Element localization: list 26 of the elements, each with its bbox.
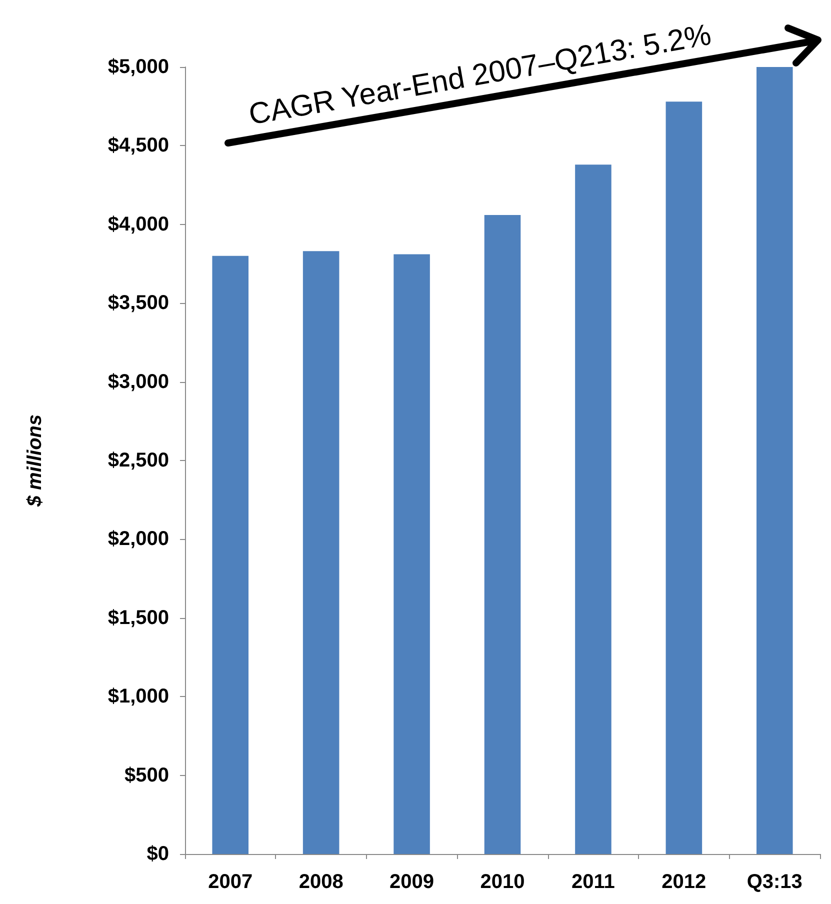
bar bbox=[756, 67, 793, 854]
x-tick-label: Q3:13 bbox=[746, 871, 802, 893]
x-tick-label: 2011 bbox=[572, 871, 615, 893]
x-tick-label: 2012 bbox=[662, 871, 706, 893]
y-tick-label: $3,500 bbox=[108, 292, 169, 314]
y-tick-label: $4,000 bbox=[108, 213, 169, 236]
y-tick-label: $500 bbox=[124, 764, 169, 786]
y-tick-label: $0 bbox=[146, 843, 169, 865]
x-tick-label: 2009 bbox=[390, 871, 434, 893]
bar bbox=[484, 214, 521, 854]
bar bbox=[575, 164, 612, 854]
y-tick-label: $5,000 bbox=[108, 56, 169, 78]
y-tick-label: $1,000 bbox=[108, 686, 169, 708]
y-tick-label: $1,500 bbox=[108, 606, 169, 629]
y-axis-title: $ millions bbox=[24, 414, 46, 508]
y-tick-label: $4,500 bbox=[108, 134, 169, 157]
y-tick-label: $2,500 bbox=[108, 450, 169, 472]
y-tick-label: $2,000 bbox=[108, 528, 169, 550]
bar bbox=[666, 102, 702, 854]
bar bbox=[212, 256, 248, 854]
x-tick-label: 2008 bbox=[298, 871, 344, 893]
bar bbox=[302, 251, 340, 854]
x-tick-label: 2010 bbox=[480, 871, 525, 893]
x-tick-label: 2007 bbox=[208, 871, 253, 893]
y-tick-label: $3,000 bbox=[108, 370, 169, 393]
bar bbox=[394, 254, 430, 854]
